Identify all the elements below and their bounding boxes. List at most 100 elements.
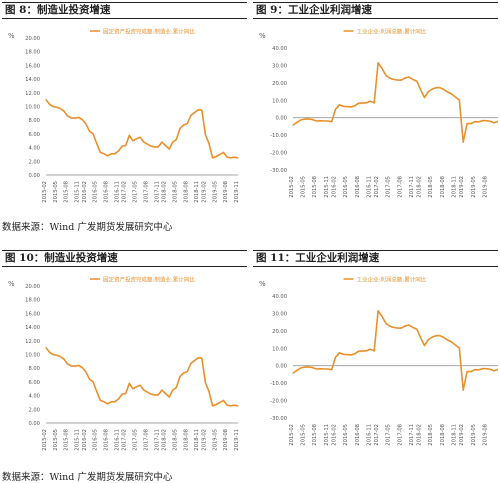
data-point — [110, 153, 112, 155]
data-point — [85, 371, 87, 373]
data-point — [215, 403, 217, 406]
x-tick-label: 2017-08 — [143, 429, 149, 451]
data-point — [164, 392, 167, 395]
x-tick-label: 2018-05 — [172, 429, 178, 451]
data-point — [497, 368, 498, 370]
data-point — [183, 124, 185, 126]
data-point — [362, 350, 364, 352]
data-point — [154, 394, 156, 396]
x-tick-label: 2015-08 — [312, 424, 318, 446]
chart-panel-fig10: 图 10：制造业投资增速 % 0.00 2.00 4.00 6.00 8.00 10.00 1… — [2, 250, 247, 455]
unit-label: % — [259, 32, 266, 40]
y-tick-label: -30.00 — [270, 416, 287, 422]
data-point — [447, 339, 449, 341]
data-point — [157, 394, 159, 396]
data-point — [52, 105, 54, 108]
data-point — [226, 156, 228, 158]
figure-number: 图 11： — [256, 252, 296, 264]
unit-label: % — [8, 32, 15, 40]
x-tick-label: 2019-08 — [482, 424, 488, 446]
chart-panel-fig11: 图 11：工业企业利润增速 % -30.00 -20.00 -10.00 0.00 10.… — [253, 250, 498, 455]
data-point — [365, 102, 368, 104]
data-point — [49, 351, 51, 353]
y-tick-label: 20.00 — [25, 284, 40, 290]
data-point — [99, 151, 101, 153]
x-tick-label: 2017-11 — [409, 176, 415, 198]
data-point — [193, 112, 196, 114]
x-tick-label: 2017-08 — [143, 181, 149, 203]
data-point — [412, 326, 414, 329]
y-tick-label: -20.00 — [270, 151, 287, 157]
data-point — [114, 401, 116, 403]
data-point — [296, 121, 298, 123]
data-point — [168, 396, 170, 398]
x-tick-label: 2018-11 — [451, 176, 457, 198]
y-tick-label: 12.00 — [25, 339, 40, 345]
data-point — [96, 390, 98, 393]
data-point — [334, 108, 337, 110]
data-point — [493, 122, 495, 124]
data-point — [304, 366, 306, 368]
figure-number: 图 9： — [256, 4, 288, 16]
x-tick-label: 2015-02 — [42, 181, 48, 203]
x-tick-label: 2016-02 — [332, 176, 338, 198]
data-point — [396, 327, 398, 329]
data-point — [237, 157, 239, 159]
unit-label: % — [259, 280, 266, 288]
data-point — [78, 116, 80, 119]
y-tick-label: 12.00 — [25, 91, 40, 97]
x-tick-label: 2019-05 — [471, 424, 477, 446]
data-point — [215, 155, 217, 158]
x-tick-label: 2015-11 — [75, 429, 81, 451]
data-point — [219, 153, 221, 155]
x-tick-label: 2015-05 — [53, 429, 59, 451]
x-tick-label: 2019-08 — [223, 429, 229, 451]
data-point — [63, 110, 65, 112]
data-point — [307, 118, 310, 120]
data-point — [365, 350, 368, 352]
data-point — [146, 391, 148, 393]
data-source-note: 数据来源：Wind 广发期货发展研究中心 — [2, 472, 173, 483]
data-point — [212, 405, 214, 407]
data-point — [233, 156, 235, 158]
data-point — [136, 386, 138, 388]
data-point — [222, 151, 225, 153]
panel-title: 图 9：工业企业利润增速 — [253, 2, 498, 19]
x-tick-label: 2018-02 — [417, 176, 423, 198]
data-point — [423, 96, 426, 99]
data-point — [416, 80, 418, 82]
panel-title: 图 10：制造业投资增速 — [2, 250, 247, 267]
line-chart: % 0.00 2.00 4.00 6.00 8.00 10.00 12.00 14.00 16.0… — [8, 276, 240, 451]
data-point — [107, 155, 109, 157]
data-point — [458, 99, 460, 101]
x-tick-label: 2018-02 — [417, 424, 423, 446]
data-point — [454, 96, 457, 98]
data-point — [323, 368, 325, 370]
x-tick-label: 2016-11 — [366, 424, 372, 446]
x-tick-label: 2015-08 — [312, 176, 318, 198]
data-point — [338, 352, 340, 354]
data-point — [489, 120, 491, 122]
x-tick-label: 2016-11 — [114, 429, 120, 451]
data-point — [462, 141, 464, 143]
data-point — [423, 344, 426, 347]
data-point — [319, 368, 321, 370]
data-point — [404, 77, 406, 79]
x-tick-label: 2019-05 — [212, 429, 218, 451]
data-point — [146, 143, 148, 145]
data-point — [447, 91, 449, 93]
data-point — [63, 358, 65, 360]
x-tick-label: 2017-02 — [374, 176, 380, 198]
data-point — [59, 108, 62, 110]
data-point — [470, 371, 472, 373]
legend-label: 工业企业:利润总额:累计同比 — [357, 28, 427, 36]
series-line — [292, 61, 498, 143]
data-point — [88, 378, 91, 380]
legend-label: 固定资产投资完成额:制造业:累计同比 — [103, 28, 195, 36]
y-tick-label: 0.00 — [275, 116, 287, 122]
x-tick-label: 2019-05 — [212, 181, 218, 203]
data-point — [70, 365, 72, 367]
x-tick-label: 2019-05 — [471, 176, 477, 198]
data-point — [157, 146, 159, 148]
panel-title: 图 11：工业企业利润增速 — [253, 250, 498, 267]
